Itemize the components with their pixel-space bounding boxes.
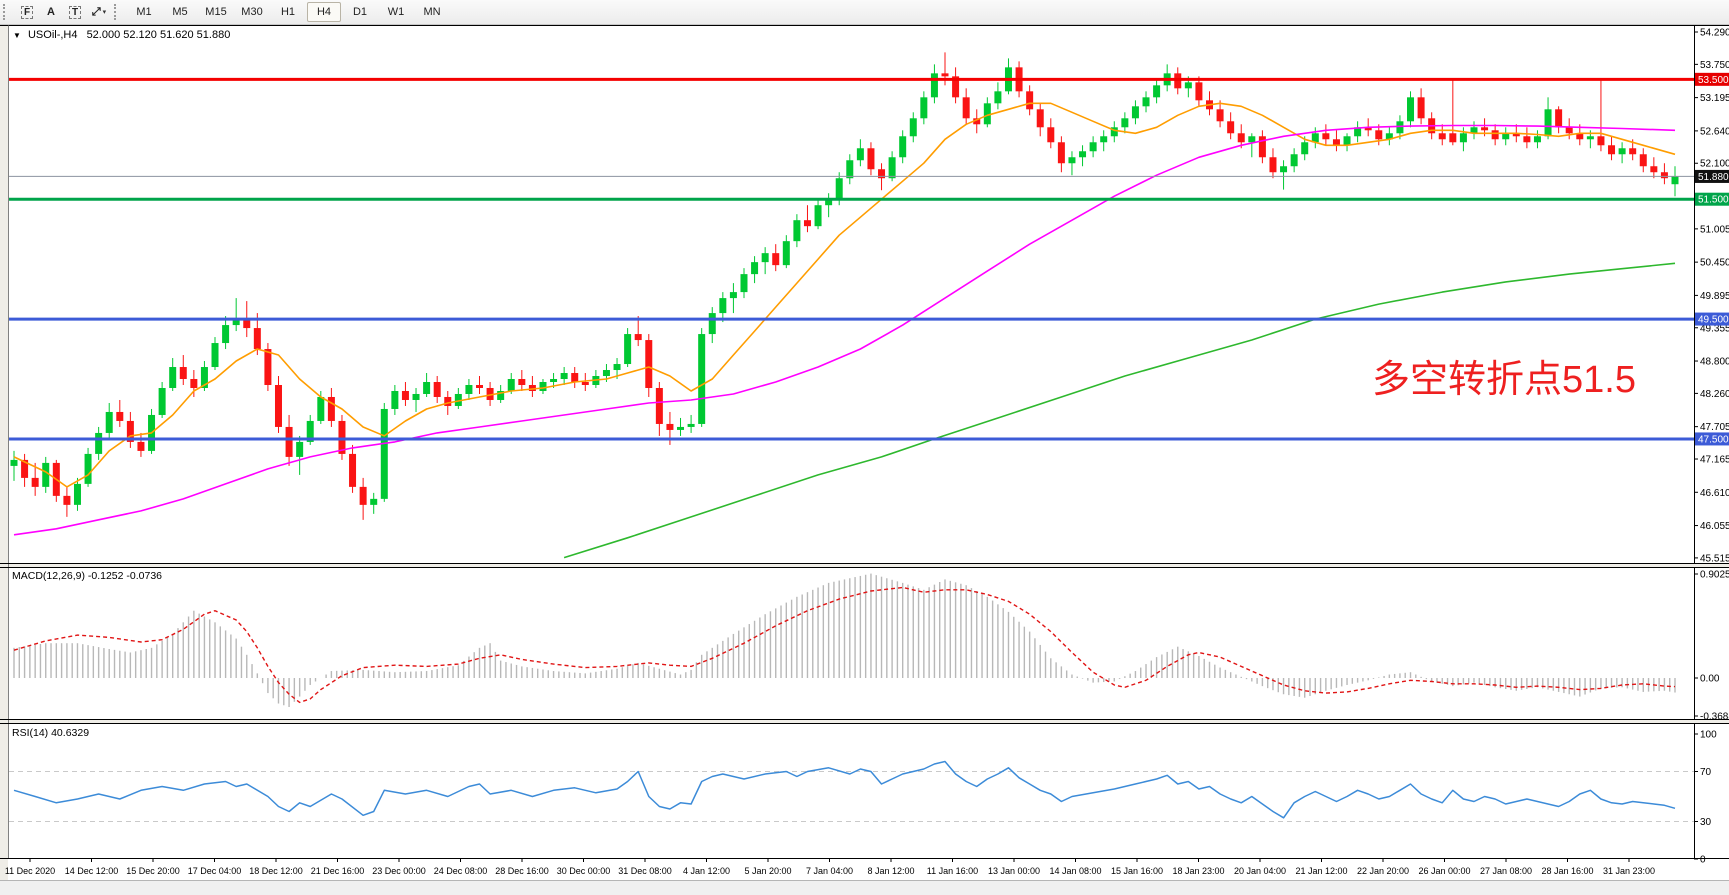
svg-text:52.640: 52.640 [1700, 126, 1729, 137]
ohlc-values: 52.000 52.120 51.620 51.880 [86, 29, 231, 41]
ma-slow-line [563, 262, 1676, 559]
svg-text:11 Jan 16:00: 11 Jan 16:00 [927, 866, 978, 876]
svg-text:45.515: 45.515 [1700, 553, 1729, 564]
svg-text:18 Jan 23:00: 18 Jan 23:00 [1172, 866, 1224, 876]
svg-text:28 Dec 16:00: 28 Dec 16:00 [495, 866, 549, 876]
svg-text:28 Jan 16:00: 28 Jan 16:00 [1541, 866, 1593, 876]
timeframe-H4[interactable]: H4 [307, 2, 341, 22]
svg-text:0.00: 0.00 [1700, 674, 1720, 685]
svg-text:5 Jan 20:00: 5 Jan 20:00 [744, 866, 791, 876]
svg-text:15 Dec 20:00: 15 Dec 20:00 [126, 866, 180, 876]
svg-text:26 Jan 00:00: 26 Jan 00:00 [1418, 866, 1470, 876]
toolbar: F A T ⤢ ▾ M1 M5 M15 M30 H1 H4 D1 W1 MN [0, 0, 1729, 25]
svg-text:48.800: 48.800 [1700, 357, 1729, 368]
timeframe-MN[interactable]: MN [423, 6, 441, 18]
svg-text:49.355: 49.355 [1700, 323, 1729, 334]
svg-text:53.750: 53.750 [1700, 60, 1729, 71]
svg-text:30: 30 [1700, 817, 1712, 828]
symbol-period: USOil-,H4 [27, 29, 78, 41]
svg-text:11 Dec 2020: 11 Dec 2020 [5, 866, 55, 876]
svg-text:70: 70 [1700, 767, 1712, 778]
svg-text:54.290: 54.290 [1700, 27, 1729, 38]
timeframe-M1[interactable]: M1 [136, 6, 152, 18]
svg-text:4 Jan 12:00: 4 Jan 12:00 [683, 866, 730, 876]
svg-text:53.195: 53.195 [1700, 93, 1729, 104]
svg-text:21 Dec 16:00: 21 Dec 16:00 [311, 866, 365, 876]
svg-text:51.500: 51.500 [1698, 195, 1729, 206]
macd-pane[interactable] [13, 573, 1676, 707]
svg-text:8 Jan 12:00: 8 Jan 12:00 [867, 866, 914, 876]
svg-text:0.9025: 0.9025 [1700, 570, 1729, 581]
text-t-icon[interactable]: T [65, 3, 85, 21]
svg-text:30 Dec 00:00: 30 Dec 00:00 [557, 866, 611, 876]
svg-text:100: 100 [1700, 730, 1717, 741]
svg-text:18 Dec 12:00: 18 Dec 12:00 [249, 866, 303, 876]
macd-label: MACD(12,26,9) -0.1252 -0.0736 [12, 570, 162, 582]
rsi-label: RSI(14) 40.6329 [12, 727, 90, 739]
rsi-line [13, 760, 1676, 819]
rsi-pane[interactable] [9, 760, 1694, 822]
svg-text:22 Jan 20:00: 22 Jan 20:00 [1357, 866, 1409, 876]
svg-text:49.500: 49.500 [1698, 315, 1729, 326]
ma-mid-line [13, 124, 1676, 536]
price-scale[interactable]: 54.290 53.750 53.195 52.640 52.100 51.005 50.4… [1694, 27, 1729, 866]
svg-text:31 Dec 08:00: 31 Dec 08:00 [618, 866, 672, 876]
ma-fast-line [13, 102, 1676, 488]
timeframe-M5[interactable]: M5 [172, 6, 188, 18]
svg-text:47.500: 47.500 [1698, 434, 1729, 445]
chart-title: ▼ USOil-,H4 52.000 52.120 51.620 51.880 [13, 29, 230, 41]
svg-text:53.500: 53.500 [1698, 75, 1729, 86]
timeframe-bar: M1 M5 M15 M30 H1 H4 D1 W1 MN [126, 2, 450, 22]
grid-f-icon[interactable]: F [17, 3, 37, 21]
timeframe-H1[interactable]: H1 [280, 6, 296, 18]
svg-text:47.705: 47.705 [1700, 422, 1729, 433]
svg-text:13 Jan 00:00: 13 Jan 00:00 [988, 866, 1040, 876]
svg-text:46.610: 46.610 [1700, 488, 1729, 499]
svg-text:48.260: 48.260 [1700, 389, 1729, 400]
window-left-edge [0, 0, 8, 881]
svg-text:-0.3688: -0.3688 [1700, 712, 1729, 723]
svg-text:27 Jan 08:00: 27 Jan 08:00 [1480, 866, 1532, 876]
timeframe-M30[interactable]: M30 [241, 6, 263, 18]
time-scale[interactable]: 11 Dec 2020 14 Dec 12:00 15 Dec 20:00 17 De… [5, 858, 1655, 877]
svg-text:31 Jan 23:00: 31 Jan 23:00 [1603, 866, 1655, 876]
svg-text:0: 0 [1700, 855, 1706, 866]
svg-text:21 Jan 12:00: 21 Jan 12:00 [1295, 866, 1347, 876]
timeframe-M15[interactable]: M15 [205, 6, 227, 18]
svg-text:14 Dec 12:00: 14 Dec 12:00 [65, 866, 119, 876]
svg-text:50.450: 50.450 [1700, 258, 1729, 269]
svg-text:47.165: 47.165 [1700, 455, 1729, 466]
svg-text:24 Dec 08:00: 24 Dec 08:00 [434, 866, 488, 876]
timeframe-D1[interactable]: D1 [352, 6, 368, 18]
timeframe-W1[interactable]: W1 [387, 6, 405, 18]
bottom-strip [0, 881, 1729, 895]
svg-text:51.880: 51.880 [1698, 172, 1729, 183]
svg-text:7 Jan 04:00: 7 Jan 04:00 [806, 866, 853, 876]
toolbar-tools: F A T ⤢ ▾ [15, 3, 111, 21]
svg-text:14 Jan 08:00: 14 Jan 08:00 [1049, 866, 1101, 876]
svg-text:15 Jan 16:00: 15 Jan 16:00 [1111, 866, 1163, 876]
svg-text:17 Dec 04:00: 17 Dec 04:00 [188, 866, 242, 876]
main-chart-pane[interactable] [9, 52, 1694, 559]
svg-text:23 Dec 00:00: 23 Dec 00:00 [372, 866, 426, 876]
symbol-dropdown-arrow-icon[interactable]: ▼ [13, 31, 21, 40]
svg-text:49.895: 49.895 [1700, 291, 1729, 302]
crosshair-icon[interactable]: ⤢ ▾ [91, 5, 107, 18]
chart-annotation: 多空转折点51.5 [1372, 359, 1636, 401]
toolbar-grip-2[interactable] [114, 4, 123, 20]
macd-signal-line [13, 586, 1676, 704]
label-a-icon[interactable]: A [47, 6, 55, 18]
svg-text:52.100: 52.100 [1700, 159, 1729, 170]
svg-text:20 Jan 04:00: 20 Jan 04:00 [1234, 866, 1286, 876]
svg-text:51.005: 51.005 [1700, 224, 1729, 235]
svg-text:46.055: 46.055 [1700, 521, 1729, 532]
toolbar-grip[interactable] [3, 4, 12, 20]
